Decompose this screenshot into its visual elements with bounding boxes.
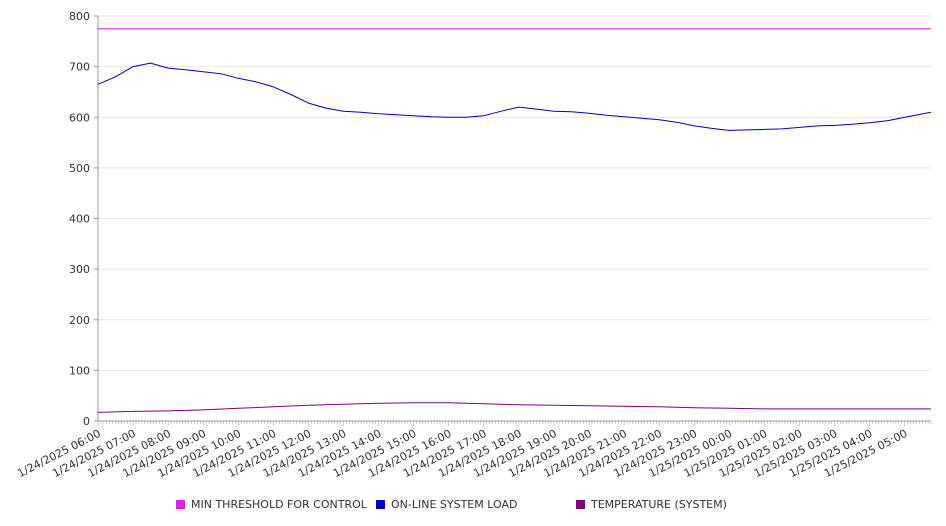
series-lines (97, 28, 932, 413)
legend-item-temperature[interactable]: TEMPERATURE (SYSTEM) (576, 498, 727, 511)
legend-label-temperature: TEMPERATURE (SYSTEM) (591, 498, 727, 511)
legend: MIN THRESHOLD FOR CONTROL ON-LINE SYSTEM… (0, 498, 946, 514)
y-tick-label-700: 700 (69, 61, 90, 74)
series-line-2 (97, 402, 931, 413)
legend-item-load[interactable]: ON-LINE SYSTEM LOAD (376, 498, 517, 511)
legend-item-threshold[interactable]: MIN THRESHOLD FOR CONTROL (176, 498, 367, 511)
legend-swatch-load (376, 500, 385, 509)
legend-label-threshold: MIN THRESHOLD FOR CONTROL (191, 498, 367, 511)
y-tick-label-100: 100 (69, 364, 90, 377)
y-axis: 0 100 200 300 400 500 600 700 800 (69, 10, 99, 428)
y-tick-label-300: 300 (69, 263, 90, 276)
y-tick-label-400: 400 (69, 213, 90, 226)
y-tick-label-800: 800 (69, 10, 90, 23)
y-tick-label-600: 600 (69, 111, 90, 124)
x-axis: 1/24/2025 06:001/24/2025 07:001/24/2025 … (15, 420, 932, 480)
y-tick-label-500: 500 (69, 162, 90, 175)
legend-swatch-threshold (176, 500, 185, 509)
y-tick-label-200: 200 (69, 314, 90, 327)
series-line-1 (97, 62, 932, 131)
legend-label-load: ON-LINE SYSTEM LOAD (391, 498, 518, 511)
y-tick-label-0: 0 (83, 415, 90, 428)
legend-swatch-temperature (576, 500, 585, 509)
grid (98, 15, 931, 371)
